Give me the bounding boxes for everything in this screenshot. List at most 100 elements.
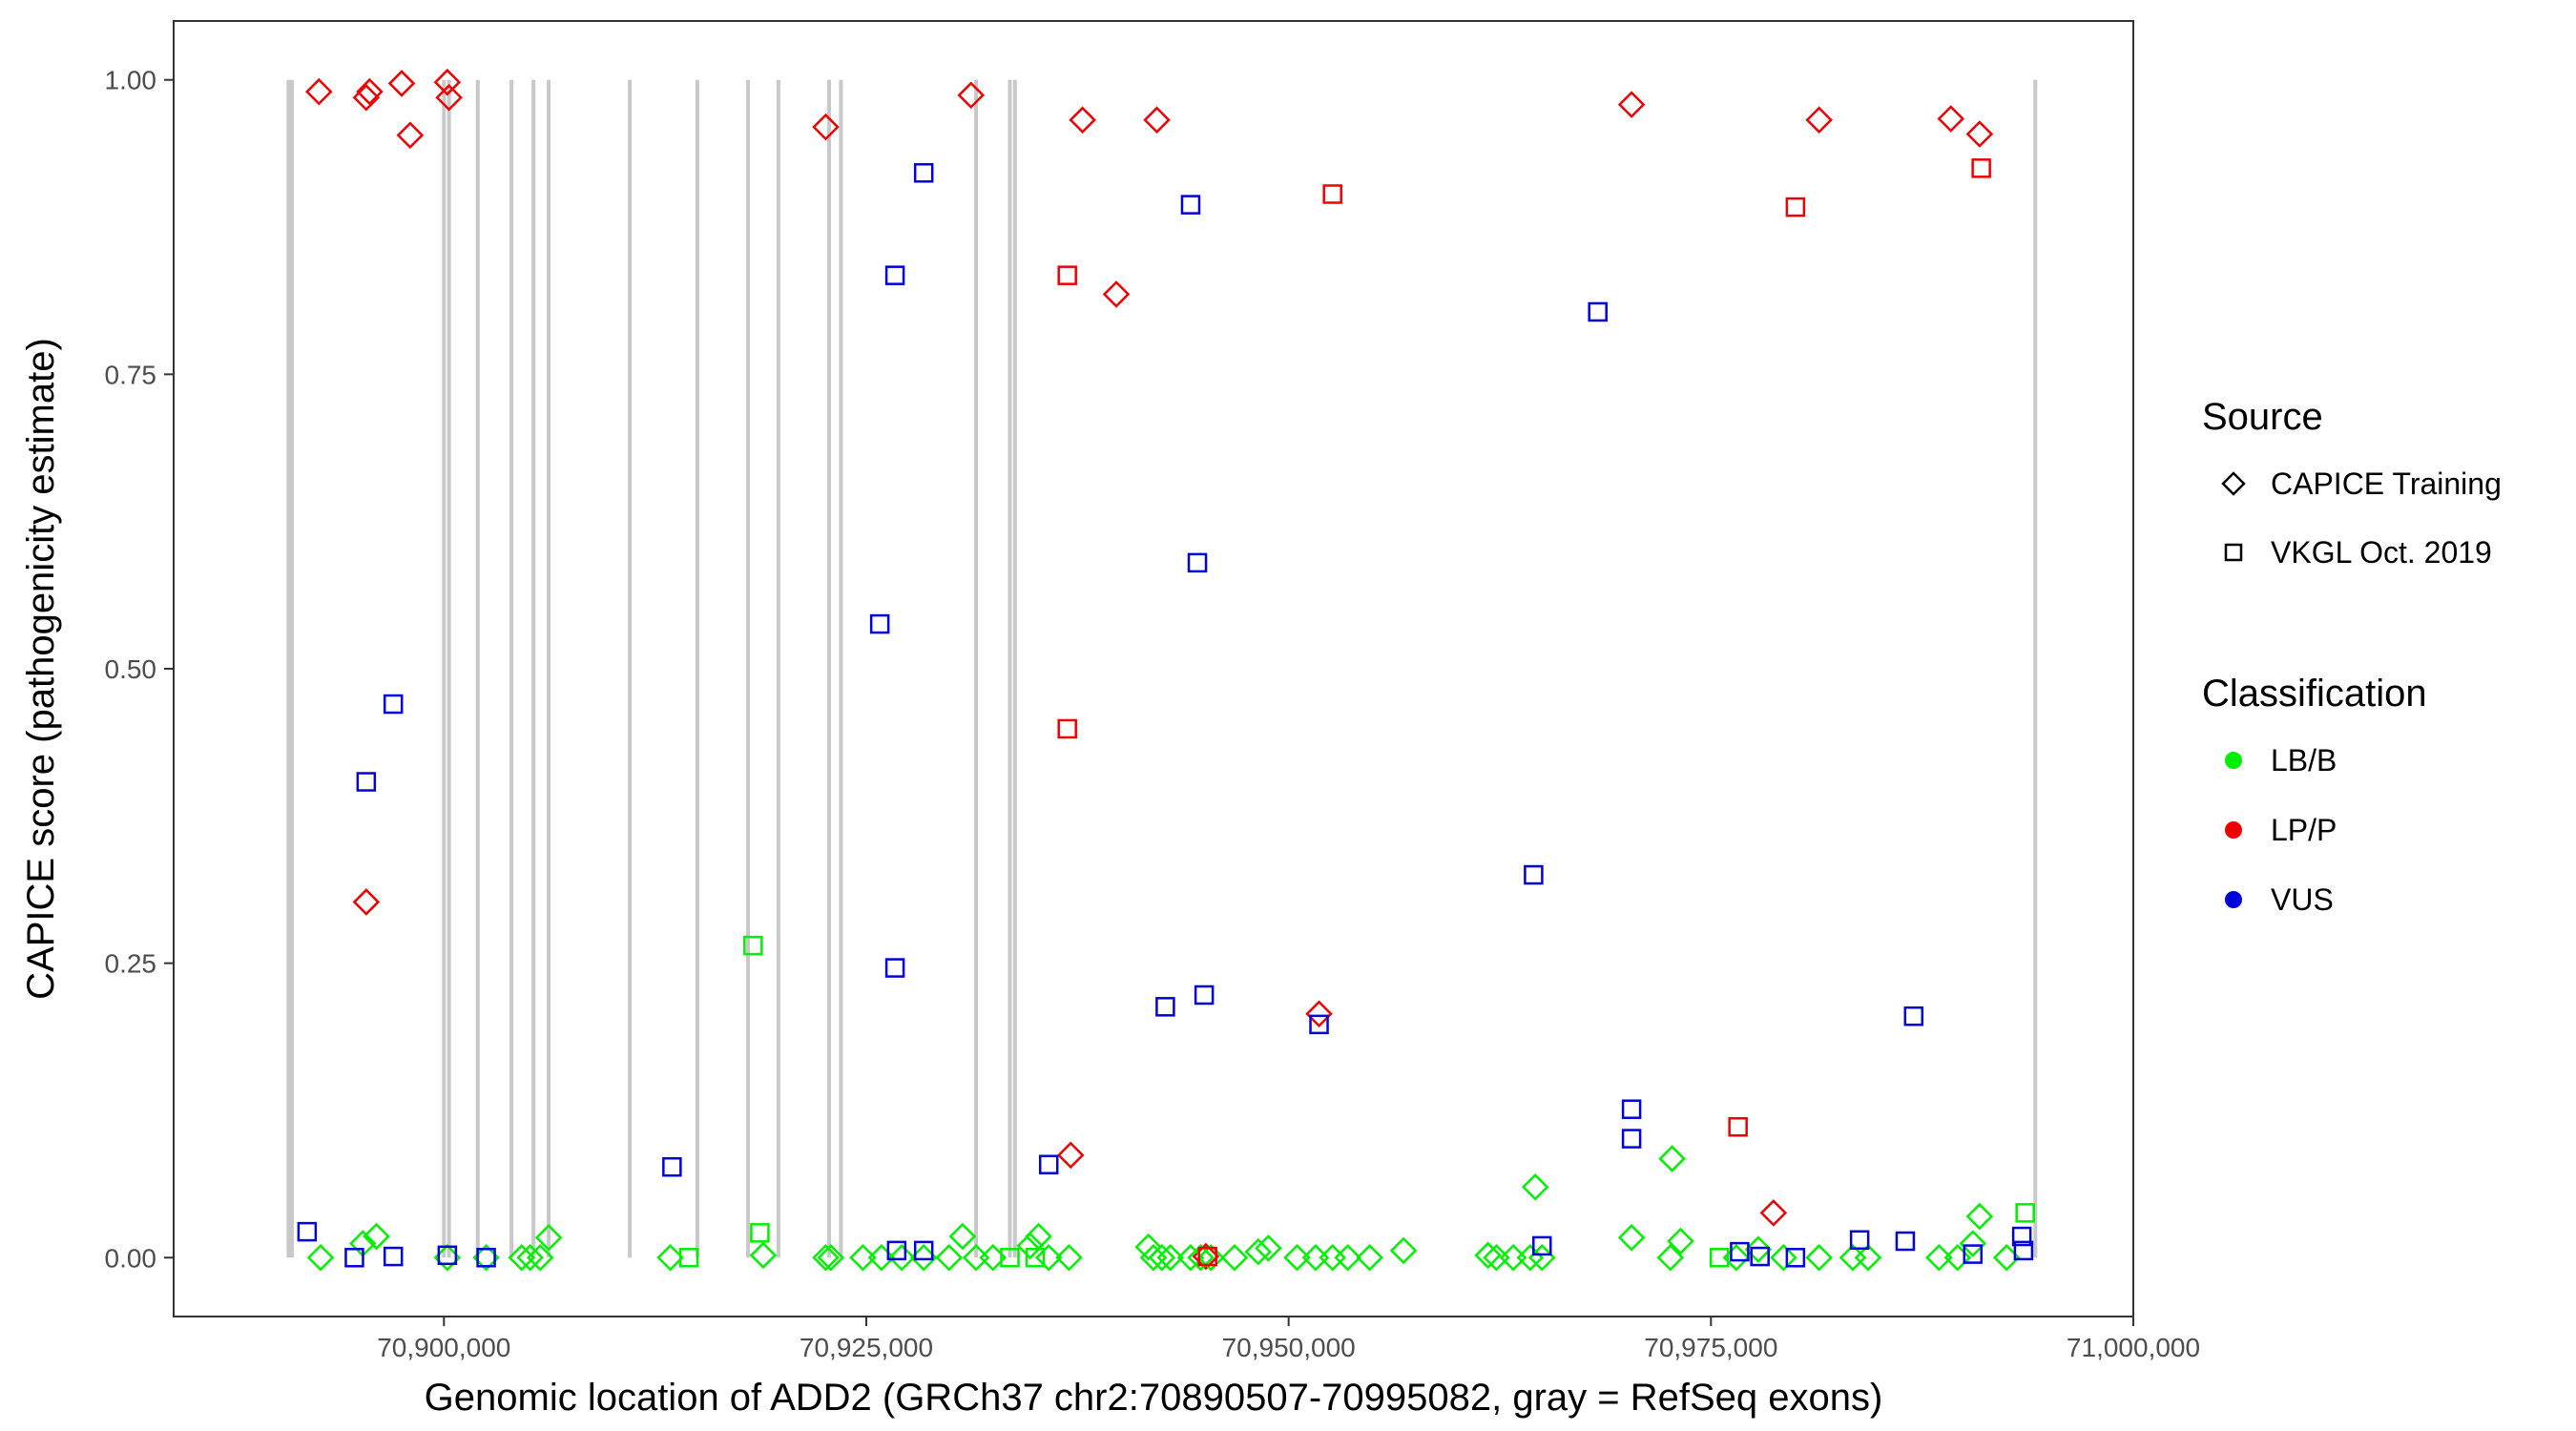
y-tick-label: 1.00	[105, 66, 157, 95]
legend: Source CAPICE Training VKGL Oct. 2019 Class…	[2202, 396, 2502, 917]
square-point	[743, 935, 763, 956]
diamond-point	[363, 1222, 390, 1251]
diamond-point	[1069, 106, 1096, 134]
x-tick-label: 70,925,000	[800, 1333, 933, 1362]
diamond-point	[1034, 1244, 1063, 1272]
y-tick-label: 0.50	[105, 654, 157, 684]
diamond-point	[957, 81, 986, 110]
square-point	[1180, 195, 1201, 215]
square-point	[1038, 1154, 1059, 1174]
square-point	[1025, 1248, 1046, 1268]
square-point	[1621, 1099, 1642, 1119]
diamond-point	[356, 77, 384, 106]
diamond-point	[1187, 1244, 1215, 1272]
y-tick-label: 0.25	[105, 949, 157, 979]
x-axis-title: Genomic location of ADD2 (GRCh37 chr2:70…	[425, 1377, 1883, 1419]
square-point	[1730, 1241, 1750, 1262]
square-point	[884, 958, 905, 978]
diamond-point	[387, 70, 416, 97]
square-point	[869, 613, 890, 634]
diamond-point	[1255, 1234, 1282, 1262]
square-point	[1971, 158, 1991, 178]
legend-diamond-key	[2221, 471, 2246, 496]
diamond-point	[1656, 1244, 1685, 1272]
square-point	[297, 1221, 318, 1242]
square-point	[344, 1248, 364, 1268]
square-point	[1785, 1248, 1806, 1268]
diamond-point	[352, 888, 381, 916]
diamond-point	[1759, 1199, 1788, 1227]
diamond-point	[1959, 1230, 1987, 1257]
diamond-point	[1102, 280, 1131, 308]
diamond-point	[396, 121, 425, 150]
diamond-point	[1617, 1224, 1646, 1252]
square-point	[1728, 1116, 1748, 1137]
diamond-point	[1474, 1241, 1502, 1270]
diamond-point	[1148, 1244, 1176, 1272]
diamond-point	[1156, 1244, 1184, 1272]
square-point	[356, 772, 377, 792]
diamond-point	[656, 1244, 684, 1272]
diamond-point	[749, 1241, 778, 1270]
square-point	[1750, 1246, 1770, 1267]
square-point	[1895, 1231, 1916, 1252]
diamond-point	[1744, 1235, 1773, 1263]
diamond-point	[534, 1224, 563, 1252]
square-point	[1194, 985, 1215, 1006]
legend-classification-title: Classification	[2202, 673, 2427, 715]
diamond-point	[433, 68, 462, 96]
diamond-point	[849, 1244, 877, 1272]
square-point	[1309, 1014, 1329, 1035]
square-point	[437, 1245, 458, 1266]
legend-color-key	[2225, 891, 2242, 908]
diamond-point	[1521, 1172, 1549, 1201]
legend-class-label: VUS	[2271, 882, 2334, 917]
square-point	[2013, 1240, 2034, 1261]
y-axis: 0.00 0.25 0.50 0.75 1.00	[105, 66, 174, 1273]
square-point	[476, 1248, 496, 1268]
square-point	[886, 1240, 907, 1261]
diamond-point	[305, 77, 333, 106]
diamond-point	[935, 1244, 964, 1272]
legend-class-label: LB/B	[2271, 743, 2337, 778]
square-point	[1322, 184, 1342, 204]
x-tick-label: 71,000,000	[2067, 1333, 2200, 1362]
square-point	[913, 1240, 934, 1261]
diamond-point	[867, 1244, 896, 1272]
panel-background	[174, 21, 2133, 1317]
legend-source-label: CAPICE Training	[2271, 467, 2502, 501]
diamond-point	[1334, 1244, 1361, 1272]
diamond-point	[817, 1244, 845, 1272]
x-tick-label: 70,975,000	[1644, 1333, 1777, 1362]
data-points	[297, 68, 2035, 1272]
diamond-point	[1143, 106, 1171, 134]
legend-source-label: VKGL Oct. 2019	[2271, 535, 2492, 570]
diamond-point	[948, 1222, 977, 1251]
diamond-point	[887, 1244, 916, 1272]
diamond-point	[435, 83, 463, 112]
y-tick-label: 0.75	[105, 360, 157, 389]
y-axis-title: CAPICE score (pathogenicity estimate)	[20, 338, 62, 1000]
diamond-point	[1134, 1233, 1162, 1261]
diamond-point	[306, 1244, 335, 1272]
square-point	[1903, 1006, 1924, 1027]
diamond-point	[812, 1244, 840, 1272]
x-axis: 70,900,000 70,925,000 70,950,000 70,975,000…	[377, 1317, 2200, 1362]
square-point	[1197, 1246, 1217, 1267]
diamond-point	[1617, 91, 1646, 118]
square-point	[2011, 1226, 2032, 1247]
y-tick-label: 0.00	[105, 1243, 157, 1273]
diamond-point	[508, 1244, 536, 1272]
diamond-point	[1937, 105, 1965, 133]
diamond-point	[1805, 106, 1833, 134]
square-point	[1588, 301, 1608, 322]
x-tick-label: 70,900,000	[377, 1333, 510, 1362]
square-point	[1155, 997, 1175, 1017]
diamond-point	[1056, 1141, 1085, 1170]
square-point	[1963, 1244, 1984, 1264]
square-point	[884, 265, 905, 285]
square-point	[2015, 1203, 2035, 1223]
diamond-point	[1016, 1232, 1045, 1260]
diamond-point	[1925, 1244, 1953, 1272]
